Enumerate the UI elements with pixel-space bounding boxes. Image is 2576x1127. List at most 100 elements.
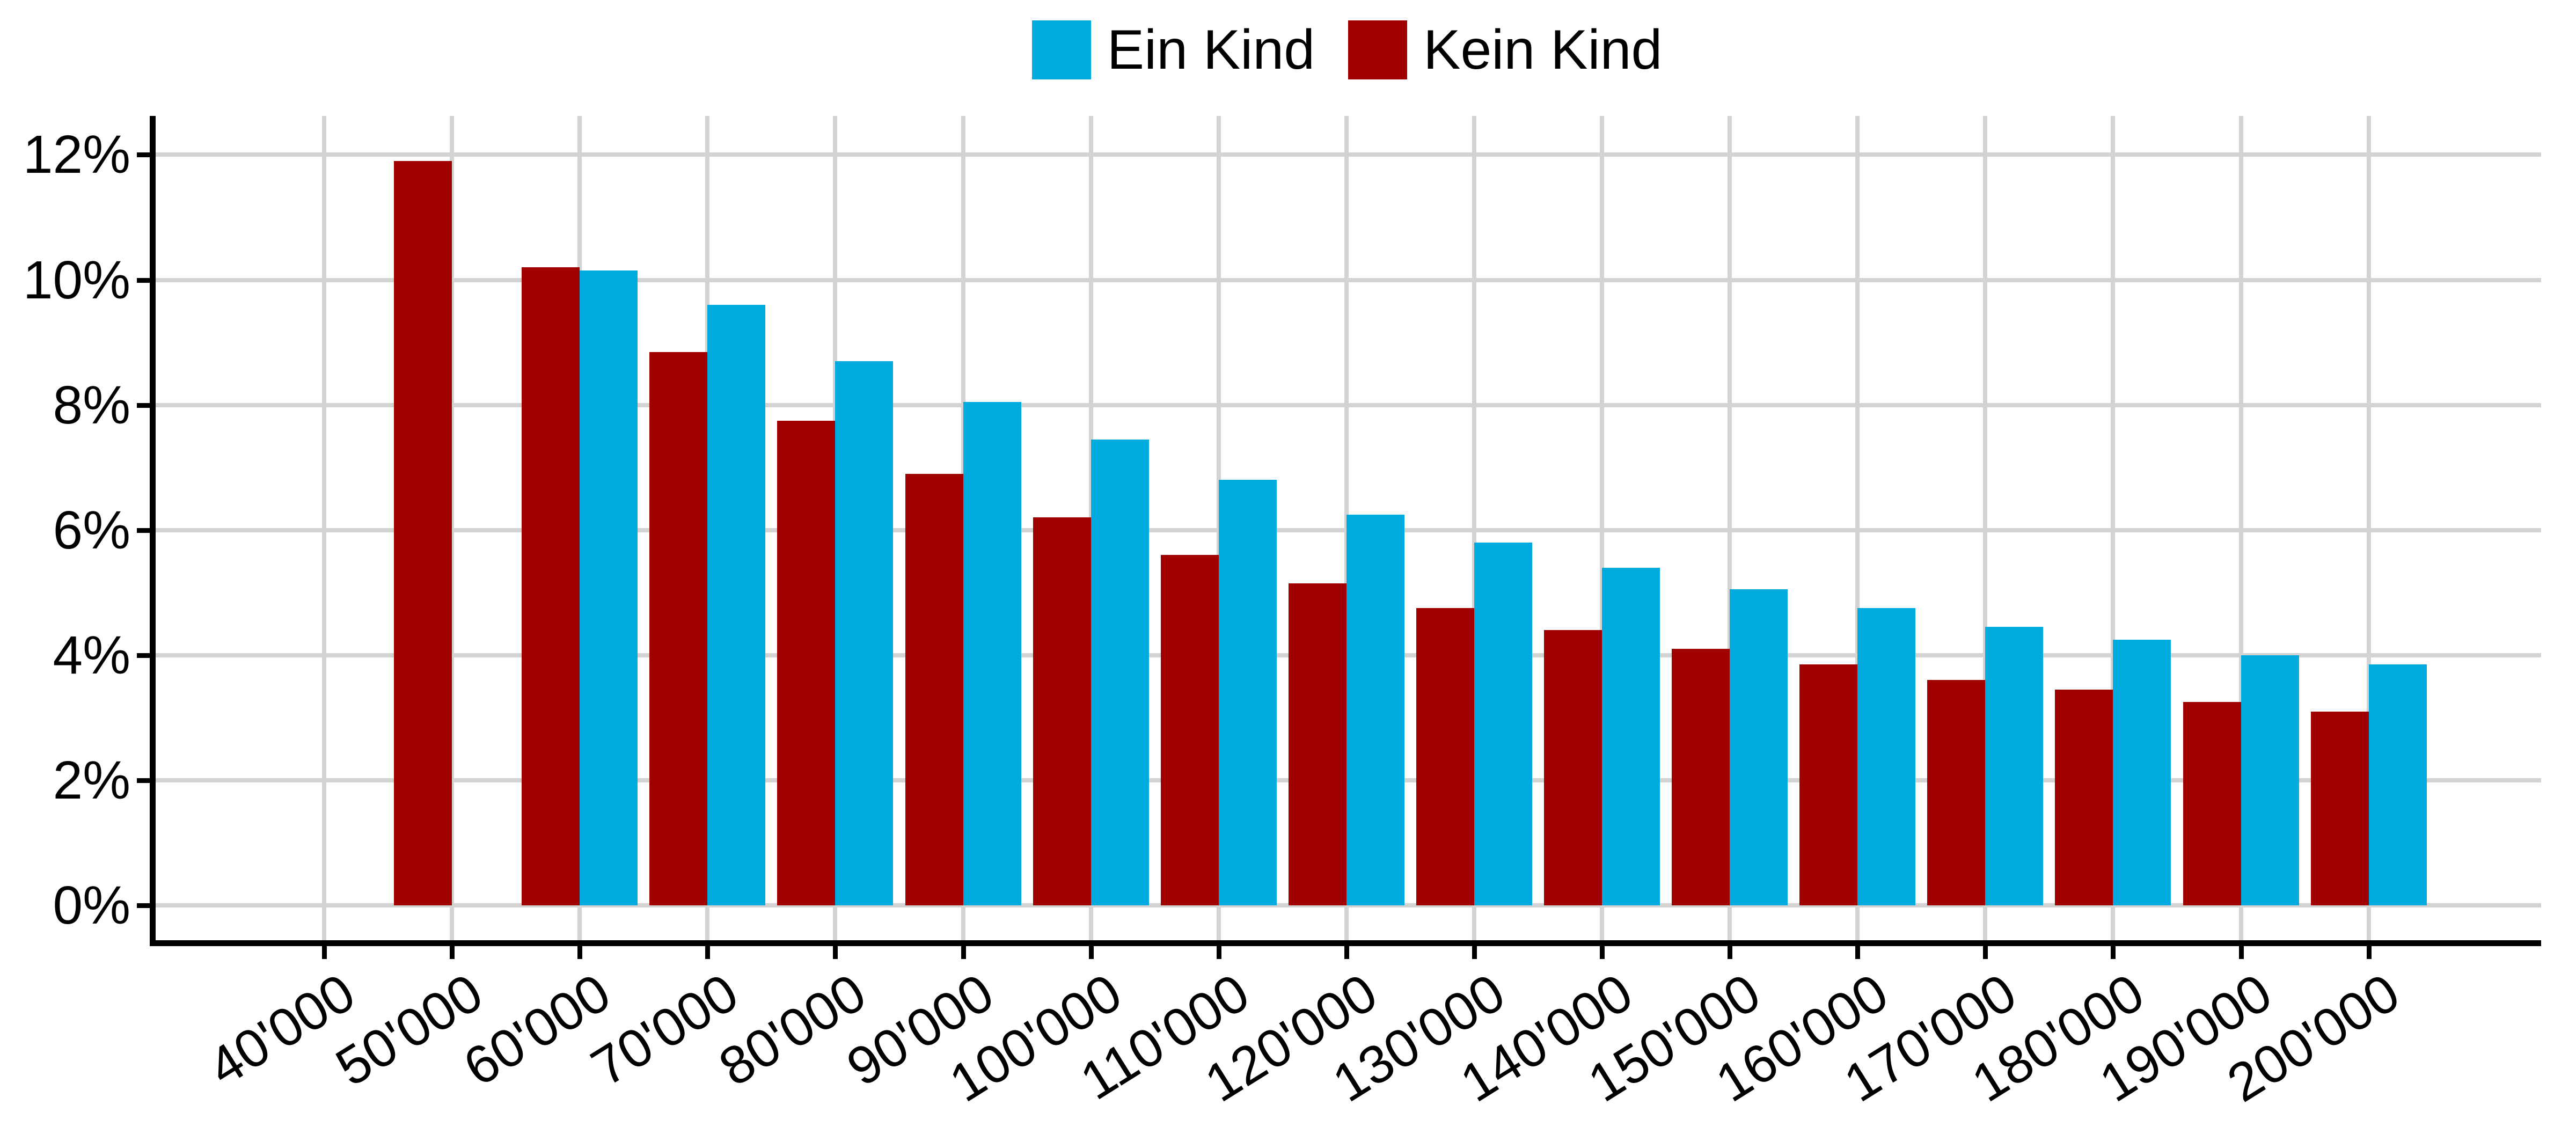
x-tick-150-000 bbox=[1728, 946, 1733, 959]
gridline-vertical-140-000 bbox=[1600, 116, 1604, 942]
bar-kein-kind-90-000 bbox=[905, 473, 963, 905]
gridline-vertical-190-000 bbox=[2238, 116, 2243, 942]
legend-label-ein-kind: Ein Kind bbox=[1107, 19, 1315, 81]
bar-kein-kind-170-000 bbox=[1927, 680, 1986, 905]
bar-ein-kind-150-000 bbox=[1730, 589, 1788, 905]
x-tick-70-000 bbox=[705, 946, 711, 959]
x-tick-140-000 bbox=[1600, 946, 1605, 959]
bar-kein-kind-110-000 bbox=[1160, 555, 1219, 905]
y-tick-6pct bbox=[137, 528, 150, 533]
legend-label-kein-kind: Kein Kind bbox=[1423, 19, 1663, 81]
y-tick-label-2pct: 2% bbox=[53, 750, 130, 810]
y-tick-label-10pct: 10% bbox=[23, 250, 130, 310]
x-tick-90-000 bbox=[961, 946, 966, 959]
legend-item-kein-kind: Kein Kind bbox=[1348, 20, 1662, 79]
gridline-vertical-170-000 bbox=[1983, 116, 1988, 942]
y-tick-label-6pct: 6% bbox=[53, 500, 130, 560]
bar-ein-kind-130-000 bbox=[1474, 543, 1532, 905]
bar-kein-kind-150-000 bbox=[1672, 649, 1730, 905]
bar-kein-kind-180-000 bbox=[2055, 689, 2113, 905]
bar-kein-kind-190-000 bbox=[2183, 702, 2241, 905]
x-tick-40-000 bbox=[322, 946, 327, 959]
gridline-vertical-40-000 bbox=[322, 116, 326, 942]
bar-ein-kind-100-000 bbox=[1091, 439, 1149, 905]
x-tick-label-130-000: 130'000 bbox=[1322, 962, 1516, 1114]
x-tick-label-40-000: 40'000 bbox=[197, 962, 365, 1098]
x-tick-80-000 bbox=[833, 946, 838, 959]
bar-kein-kind-160-000 bbox=[1799, 664, 1858, 905]
x-tick-label-160-000: 160'000 bbox=[1706, 962, 1899, 1114]
legend-swatch-kein-kind bbox=[1348, 20, 1408, 79]
x-tick-label-200-000: 200'000 bbox=[2217, 962, 2410, 1114]
x-tick-label-70-000: 70'000 bbox=[581, 962, 749, 1098]
bar-kein-kind-60-000 bbox=[522, 267, 580, 905]
x-tick-label-100-000: 100'000 bbox=[939, 962, 1132, 1114]
bar-kein-kind-140-000 bbox=[1544, 630, 1602, 905]
y-tick-2pct bbox=[137, 778, 150, 783]
x-tick-60-000 bbox=[577, 946, 583, 959]
x-tick-180-000 bbox=[2111, 946, 2116, 959]
bar-kein-kind-200-000 bbox=[2310, 711, 2369, 905]
x-axis-line bbox=[150, 940, 2541, 946]
legend-swatch-ein-kind bbox=[1031, 20, 1091, 79]
y-tick-label-0pct: 0% bbox=[53, 875, 130, 935]
gridline-vertical-150-000 bbox=[1728, 116, 1732, 942]
y-tick-label-8pct: 8% bbox=[53, 375, 130, 435]
bar-kein-kind-50-000 bbox=[394, 161, 452, 905]
bar-ein-kind-110-000 bbox=[1218, 480, 1277, 905]
gridline-vertical-180-000 bbox=[2111, 116, 2116, 942]
bar-ein-kind-140-000 bbox=[1602, 567, 1660, 905]
gridline-vertical-50-000 bbox=[450, 116, 455, 942]
y-tick-8pct bbox=[137, 402, 150, 408]
bar-ein-kind-200-000 bbox=[2368, 664, 2427, 905]
x-tick-110-000 bbox=[1216, 946, 1221, 959]
x-tick-label-170-000: 170'000 bbox=[1833, 962, 2026, 1114]
x-tick-label-60-000: 60'000 bbox=[453, 962, 621, 1098]
gridline-vertical-160-000 bbox=[1855, 116, 1860, 942]
x-tick-50-000 bbox=[450, 946, 455, 959]
bar-kein-kind-80-000 bbox=[777, 420, 836, 905]
x-tick-label-110-000: 110'000 bbox=[1070, 962, 1260, 1111]
bar-ein-kind-80-000 bbox=[835, 361, 894, 905]
bar-kein-kind-100-000 bbox=[1033, 517, 1091, 905]
x-tick-label-120-000: 120'000 bbox=[1195, 962, 1387, 1114]
plot-area bbox=[137, 116, 2541, 959]
y-tick-4pct bbox=[137, 653, 150, 658]
bar-ein-kind-70-000 bbox=[707, 305, 766, 905]
bar-kein-kind-70-000 bbox=[649, 352, 708, 905]
y-tick-label-4pct: 4% bbox=[53, 625, 130, 685]
x-tick-120-000 bbox=[1344, 946, 1349, 959]
x-tick-label-190-000: 190'000 bbox=[2089, 962, 2282, 1114]
x-tick-160-000 bbox=[1855, 946, 1861, 959]
bar-ein-kind-90-000 bbox=[963, 401, 1021, 905]
x-tick-label-50-000: 50'000 bbox=[325, 962, 493, 1098]
legend-item-ein-kind: Ein Kind bbox=[1031, 19, 1315, 81]
y-tick-10pct bbox=[137, 277, 150, 283]
y-tick-12pct bbox=[137, 152, 150, 158]
bar-kein-kind-120-000 bbox=[1288, 583, 1346, 905]
bar-ein-kind-160-000 bbox=[1857, 608, 1916, 905]
legend: Ein Kind Kein Kind bbox=[153, 19, 2541, 80]
x-tick-label-180-000: 180'000 bbox=[1962, 962, 2154, 1114]
gridline-vertical-130-000 bbox=[1472, 116, 1476, 942]
gridline-vertical-200-000 bbox=[2366, 116, 2371, 942]
x-tick-100-000 bbox=[1088, 946, 1094, 959]
x-tick-190-000 bbox=[2238, 946, 2244, 959]
x-tick-label-80-000: 80'000 bbox=[709, 962, 876, 1098]
x-tick-200-000 bbox=[2366, 946, 2372, 959]
x-tick-label-140-000: 140'000 bbox=[1450, 962, 1643, 1114]
bar-kein-kind-130-000 bbox=[1416, 608, 1474, 905]
y-tick-0pct bbox=[137, 903, 150, 908]
bar-ein-kind-170-000 bbox=[1985, 627, 2044, 905]
bar-ein-kind-120-000 bbox=[1346, 514, 1404, 905]
bar-ein-kind-60-000 bbox=[580, 270, 638, 905]
y-axis-line bbox=[150, 116, 156, 946]
bar-ein-kind-180-000 bbox=[2113, 639, 2171, 905]
y-tick-label-12pct: 12% bbox=[23, 125, 130, 185]
x-tick-label-90-000: 90'000 bbox=[837, 962, 1004, 1098]
x-tick-label-150-000: 150'000 bbox=[1578, 962, 1771, 1114]
bar-ein-kind-190-000 bbox=[2241, 655, 2299, 905]
x-tick-130-000 bbox=[1472, 946, 1477, 959]
x-tick-170-000 bbox=[1983, 946, 1988, 959]
